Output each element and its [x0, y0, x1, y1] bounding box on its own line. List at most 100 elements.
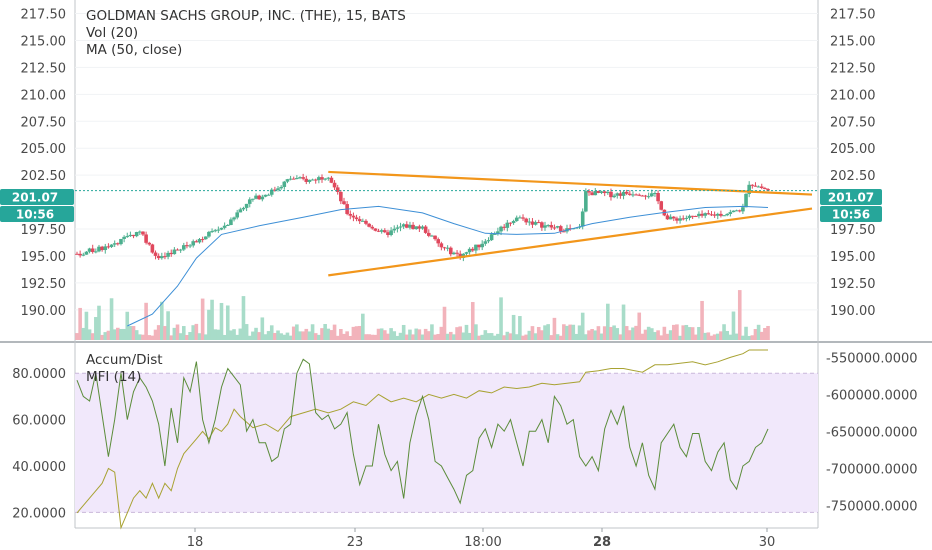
volume-bar — [618, 334, 623, 340]
volume-bar — [301, 331, 305, 340]
volume-bar — [131, 326, 136, 340]
candle-body — [477, 244, 481, 248]
price-tick-left: 210.00 — [21, 88, 67, 103]
volume-bar — [373, 334, 378, 340]
volume-bar — [163, 326, 167, 340]
volume-bar — [386, 333, 390, 340]
volume-bar — [150, 335, 155, 340]
candle-body — [153, 252, 158, 256]
volume-bar — [433, 334, 437, 340]
candle-body — [731, 210, 736, 213]
volume-bar — [244, 324, 249, 340]
candle-body — [320, 177, 324, 180]
candle-body — [128, 234, 133, 237]
volume-bar — [200, 298, 205, 340]
candle-body — [684, 217, 689, 219]
mfi-line — [76, 358, 769, 505]
legend-accum-dist[interactable]: Accum/Dist — [86, 352, 163, 368]
candle-body — [562, 231, 566, 233]
candle-body — [229, 219, 233, 226]
volume-bar — [659, 335, 664, 340]
candle-body — [326, 177, 331, 179]
candle-body — [558, 226, 563, 232]
volume-bar — [339, 329, 343, 340]
legend-mfi[interactable]: MFI (14) — [86, 369, 141, 385]
volume-bar — [464, 324, 469, 340]
volume-bar — [709, 335, 714, 340]
candle-body — [426, 232, 431, 236]
trendline[interactable] — [328, 207, 813, 277]
volume-bar — [75, 333, 79, 340]
volume-bar — [467, 332, 472, 340]
volume-bar — [693, 334, 698, 340]
candle-body — [160, 256, 164, 259]
candle-body — [94, 251, 98, 253]
volume-bar — [621, 304, 626, 340]
candle-body — [244, 203, 249, 208]
volume-bar — [703, 332, 708, 340]
volume-bar — [313, 333, 318, 340]
candle-body — [398, 226, 403, 228]
volume-bar — [122, 328, 126, 340]
volume-bar — [524, 334, 528, 340]
candle-body — [225, 225, 230, 227]
right-price-axis-ticks: 217.50 215.00 212.50 210.00 207.50 205.00 202.… — [830, 8, 876, 319]
candle-body — [335, 187, 340, 192]
volume-bar — [455, 327, 459, 340]
candle-body — [197, 239, 202, 243]
volume-bar — [458, 326, 463, 340]
candle-body — [474, 244, 478, 251]
candle-body — [185, 245, 189, 247]
candle-body — [405, 224, 409, 228]
volume-bar — [128, 326, 133, 340]
volume-bar — [753, 329, 758, 340]
candle-body — [448, 247, 453, 255]
volume-bar — [706, 332, 711, 340]
candle-body — [508, 222, 513, 224]
candle-body — [370, 226, 375, 229]
candle-body — [257, 195, 261, 200]
volume-bar — [392, 331, 397, 340]
volume-bar — [442, 306, 447, 340]
volume-bar — [675, 324, 679, 340]
candle-body — [486, 240, 491, 242]
time-tick-label: 28 — [593, 535, 611, 550]
candle-body — [514, 217, 519, 221]
volume-bar — [653, 332, 657, 340]
volume-bar — [291, 326, 296, 340]
volume-bar — [650, 328, 654, 340]
candle-body — [348, 213, 353, 216]
candle-body — [119, 238, 123, 245]
candle-body — [697, 213, 701, 217]
candle-body — [279, 186, 283, 189]
volume-bar — [134, 330, 139, 340]
candle-body — [756, 186, 761, 188]
candle-body — [383, 230, 387, 233]
volume-bar — [715, 333, 720, 340]
candle-body — [304, 178, 309, 182]
candle-body — [361, 220, 365, 222]
price-tick-left: 217.50 — [21, 8, 67, 23]
candle-body — [452, 252, 456, 255]
candle-body — [737, 210, 742, 212]
volume-bar — [279, 333, 283, 340]
candle-body — [675, 218, 679, 221]
volume-bar — [700, 300, 704, 340]
volume-bar — [518, 316, 522, 340]
volume-bar — [759, 331, 764, 340]
candle-body — [470, 248, 475, 251]
candle-body — [263, 194, 268, 197]
volume-bar — [756, 324, 761, 340]
volume-bar — [634, 325, 638, 340]
candle-body — [741, 207, 745, 212]
volume-bar — [379, 328, 384, 340]
volume-bar — [665, 333, 670, 340]
volume-bar — [87, 329, 92, 340]
candle-body — [181, 245, 186, 250]
legend-ma[interactable]: MA (50, close) — [86, 42, 182, 58]
price-tick-right: 192.50 — [830, 277, 876, 292]
candle-body — [342, 201, 346, 205]
volume-bar — [116, 327, 120, 340]
legend-volume[interactable]: Vol (20) — [86, 25, 138, 41]
